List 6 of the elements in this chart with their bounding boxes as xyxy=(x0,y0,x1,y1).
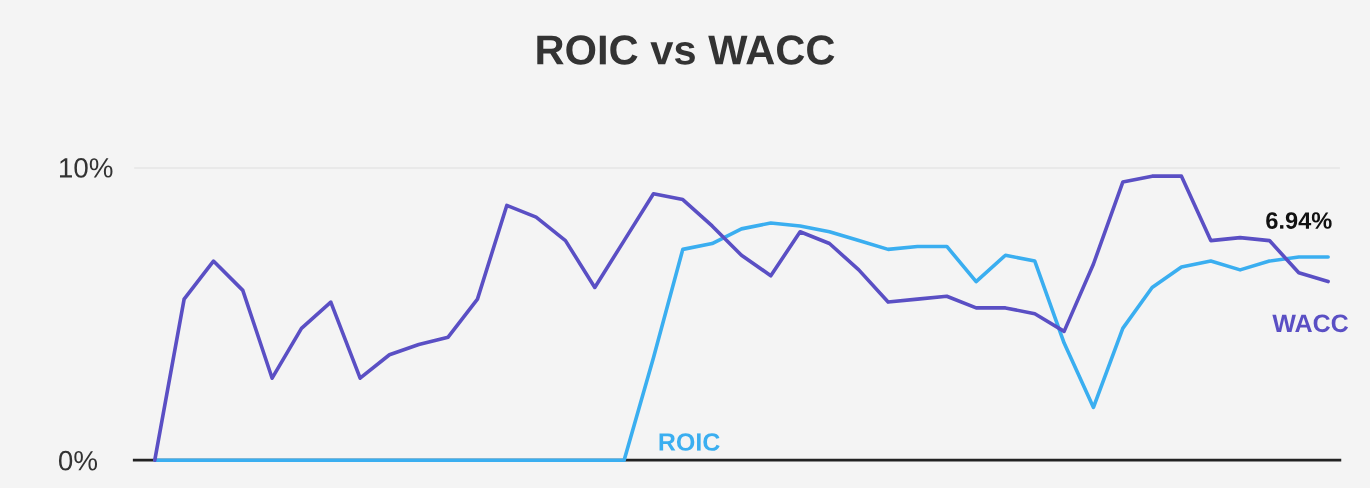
chart-title: ROIC vs WACC xyxy=(537,35,835,65)
y-tick-label: 0% xyxy=(58,450,98,471)
series-label: WACC xyxy=(1272,314,1349,333)
series-label: ROIC xyxy=(659,433,720,451)
data-label: 6.94% xyxy=(1266,212,1332,229)
y-tick-label: 10% xyxy=(59,158,113,178)
